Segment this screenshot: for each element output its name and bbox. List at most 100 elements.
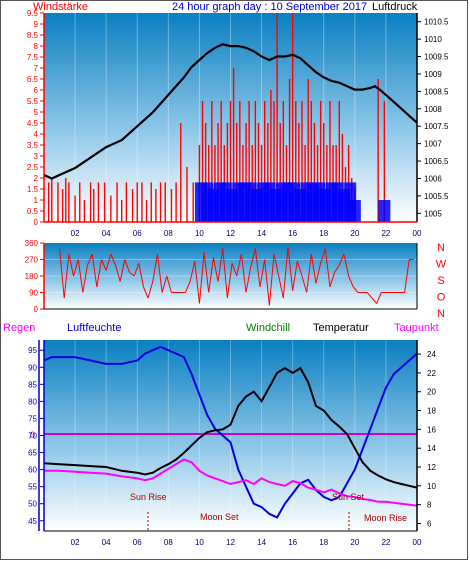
pressure-axis-ticks: 1005 1005.5 1006 1006.5 1007 1007.5 1008 1008.5…: [417, 18, 449, 218]
time-tick-label: 06: [133, 538, 142, 547]
wind-tick-label: 2: [34, 174, 39, 183]
moon-set-label: Moon Set: [200, 512, 239, 522]
time-tick-label: 22: [381, 538, 390, 547]
wind-direction-segment: [91, 253, 98, 288]
wind-direction-series: [59, 246, 414, 306]
wind-direction-segment: [68, 253, 75, 277]
wind-direction-segment: [352, 286, 359, 293]
time-tick-label: 16: [288, 538, 297, 547]
direction-tick-label: 360: [25, 239, 39, 248]
wind-direction-segment: [324, 248, 331, 288]
humidity-tick-label: 50: [28, 500, 37, 509]
wind-direction-segment: [217, 248, 224, 282]
pressure-tick-label: 1010.5: [424, 18, 449, 27]
direction-letter: W: [436, 259, 447, 271]
pressure-series-line: [43, 43, 418, 180]
temperature-label: Temperatur: [313, 322, 369, 334]
time-tick-label: 08: [164, 229, 173, 238]
wind-tick-label: 0.5: [27, 207, 39, 216]
wind-tick-label: 5.5: [27, 97, 39, 106]
temperature-tick-label: 10: [427, 482, 436, 491]
wind-direction-segment: [63, 253, 70, 299]
wind-tick-label: 7.5: [27, 53, 39, 62]
time-tick-label: 18: [319, 229, 328, 238]
wind-tick-label: 5: [34, 108, 39, 117]
time-tick-label: 02: [71, 538, 80, 547]
temperature-tick-label: 22: [427, 369, 436, 378]
wind-tick-label: 9: [34, 20, 39, 29]
rain-zero-label: 0: [30, 430, 35, 440]
wind-tick-label: 8: [34, 42, 39, 51]
humidity-tick-label: 65: [28, 449, 37, 458]
wind-direction-segment: [310, 253, 317, 284]
time-axis-ticks-panel1: 02 04 06 08 10 12 14 16 18 20 22 00: [71, 229, 422, 238]
wind-direction-segment: [254, 248, 261, 288]
wind-direction-segment: [105, 253, 112, 271]
wind-direction-segment: [329, 272, 336, 288]
time-tick-label: 22: [381, 229, 390, 238]
wind-tick-label: 9.5: [27, 9, 39, 18]
wind-direction-segment: [212, 257, 219, 282]
wind-direction-segment: [226, 263, 233, 299]
humidity-tick-label: 75: [28, 414, 37, 423]
wind-tick-label: 2.5: [27, 163, 39, 172]
sun-rise-label: Sun Rise: [130, 492, 167, 502]
pressure-tick-label: 1007.5: [424, 122, 449, 131]
time-tick-label: 14: [257, 229, 266, 238]
wind-direction-segment: [348, 275, 354, 288]
humidity-tick-label: 85: [28, 380, 37, 389]
time-tick-label: 00: [413, 538, 422, 547]
temperature-tick-label: 20: [427, 388, 436, 397]
wind-tick-label: 1.5: [27, 185, 39, 194]
direction-axis-ticks: 0 90 180 270 360: [25, 239, 44, 314]
wind-axis-title: Windstärke: [33, 1, 88, 13]
humidity-tick-label: 95: [28, 346, 37, 355]
wind-direction-segment: [156, 253, 163, 293]
wind-direction-segment: [161, 275, 168, 293]
wind-direction-segment: [343, 253, 350, 277]
wind-tick-label: 8.5: [27, 31, 39, 40]
wind-direction-segment: [334, 264, 340, 273]
moon-rise-label: Moon Rise: [364, 513, 407, 523]
wind-gust-bar: [378, 200, 391, 222]
temperature-axis-ticks: 6 8 10 12 14 16 18 20 22 24: [417, 350, 436, 528]
wind-direction-segment: [282, 246, 289, 299]
time-tick-label: 04: [102, 538, 111, 547]
pressure-tick-label: 1007: [424, 140, 442, 149]
chart-title: 24 hour graph day : 10 September 2017: [172, 1, 367, 13]
wind-tick-label: 4.5: [27, 119, 39, 128]
wind-direction-segment: [87, 253, 93, 266]
time-tick-label: 06: [133, 229, 142, 238]
wind-direction-segment: [240, 253, 247, 293]
pressure-tick-label: 1006.5: [424, 157, 449, 166]
wind-direction-segment: [101, 259, 107, 271]
humidity-tick-label: 80: [28, 397, 37, 406]
time-tick-label: 00: [413, 229, 422, 238]
wind-direction-segment: [301, 275, 308, 293]
wind-direction-segment: [96, 259, 102, 288]
wind-direction-segment: [259, 259, 266, 288]
wind-direction-segment: [268, 253, 275, 306]
wind-direction-segment: [231, 262, 238, 277]
direction-letter: N: [437, 308, 445, 320]
wind-direction-segment: [320, 248, 326, 264]
wind-direction-segment: [119, 259, 126, 282]
wind-direction-segment: [138, 263, 144, 288]
time-tick-label: 12: [226, 229, 235, 238]
wind-direction-segment: [250, 248, 256, 267]
wind-direction-segment: [404, 259, 410, 293]
direction-tick-label: 270: [25, 256, 39, 265]
wind-direction-segment: [198, 252, 205, 304]
wind-direction-segment: [222, 248, 228, 299]
wind-direction-segment: [264, 259, 270, 306]
wind-direction-segment: [376, 292, 382, 304]
wind-tick-label: 7: [34, 64, 39, 73]
direction-letter: N: [437, 242, 445, 254]
temperature-tick-label: 12: [427, 463, 436, 472]
direction-letter: O: [437, 292, 446, 304]
wind-tick-label: 3: [34, 152, 39, 161]
wind-direction-segment: [203, 252, 210, 293]
